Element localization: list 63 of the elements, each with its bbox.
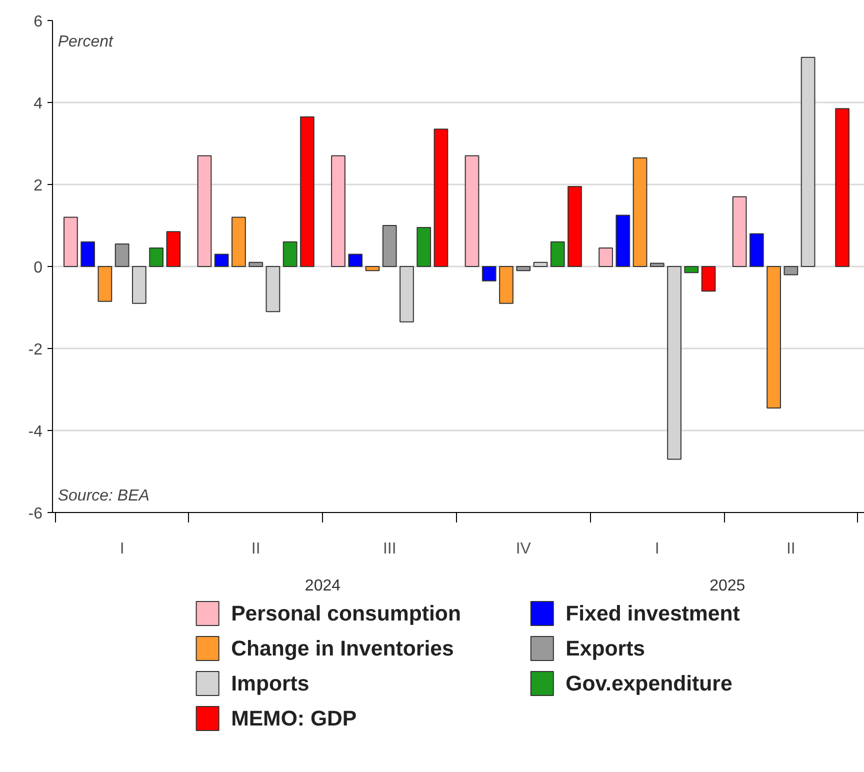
text: 2024 [304,578,341,594]
bar [835,108,850,267]
bar [550,241,565,267]
legend-label: Change in Inventories [231,636,454,660]
bar [149,248,164,267]
bar [197,155,212,267]
bar [533,262,548,267]
bar [434,128,448,267]
legend-label: Personal consumption [231,602,461,626]
x-tick-label: I [120,540,124,558]
y-tick-label: 2 [34,178,43,194]
bar [784,266,798,276]
y-tick-label: 0 [34,260,43,276]
bar [232,216,246,267]
bar [632,157,648,267]
text: 2025 [710,578,746,594]
bar [132,266,146,304]
y-tick-label: 6 [34,14,43,30]
bar [568,186,582,267]
bar [248,262,264,267]
bar [416,227,432,267]
bar [300,116,314,267]
bar [382,225,397,267]
bar [598,248,613,267]
bar [482,266,496,282]
x-tick-label: II [786,540,796,558]
bar [98,266,112,302]
x-tick-label: IV [516,540,532,558]
bar [701,266,716,292]
bar [499,266,514,304]
bar [331,155,346,267]
bar [166,231,181,267]
y-axis-title: Percent [58,34,114,50]
y-tick-label: -2 [28,342,43,358]
bar [684,266,699,274]
x-tick-label: I [654,540,660,558]
bar [650,262,664,267]
bar [114,243,130,267]
bar [732,196,747,267]
annotation: Source: BEA [58,488,150,504]
legend-label: MEMO: GDP [231,706,357,730]
legend-label: Fixed investment [566,602,740,626]
bar [749,233,764,267]
bar [464,155,480,267]
legend-label: Exports [566,636,646,660]
y-tick-label: 4 [34,96,43,112]
bar [348,254,363,267]
x-tick-label: III [382,540,396,558]
bar [400,266,414,322]
bar [365,266,380,272]
bar [64,216,78,267]
x-tick-label: II [251,540,260,558]
legend-label: Imports [231,672,310,696]
bar [266,266,280,312]
bar [80,241,96,267]
bar [214,254,229,267]
bar [516,266,531,272]
legend-label: Gov.expenditure [566,672,732,696]
y-tick-label: -6 [28,506,43,522]
bar [616,214,630,267]
bar [766,266,781,408]
y-tick-label: -4 [28,424,43,440]
bar [282,241,298,267]
